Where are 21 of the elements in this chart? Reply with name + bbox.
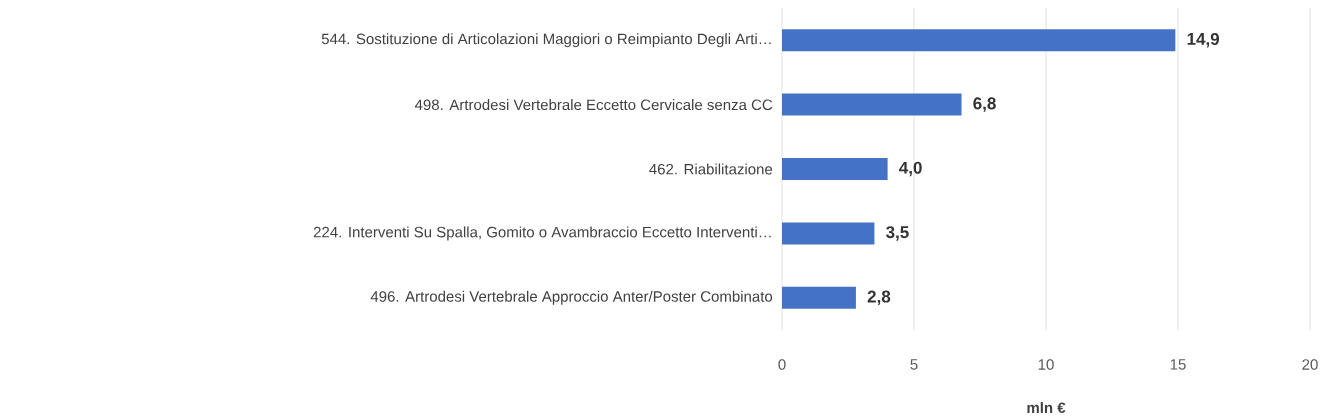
bar: [782, 93, 962, 116]
bar: [782, 222, 875, 245]
x-axis-title: mln €: [1027, 402, 1066, 414]
y-tick-label: 496. Artrodesi Vertebrale Approccio Anter/Poster Combinato: [370, 290, 773, 305]
x-tick-label: 5: [910, 359, 918, 370]
data-label: 2,8: [867, 290, 891, 306]
bar: [782, 286, 856, 309]
data-label: 6,8: [973, 97, 996, 112]
x-tick-label: 20: [1302, 359, 1318, 370]
data-label: 4,0: [899, 161, 922, 177]
x-tick-label: 10: [1038, 359, 1054, 370]
data-label: 3,5: [885, 226, 909, 241]
x-tick-label: 0: [778, 359, 786, 370]
bar: [782, 157, 888, 180]
x-tick-label: 15: [1170, 359, 1186, 370]
data-label: 14,9: [1187, 32, 1220, 48]
bar: [782, 29, 1176, 52]
y-tick-label: 462. Riabilitazione: [649, 163, 773, 175]
y-tick-label: 544. Sostituzione di Articolazioni Maggiori o Reimpianto Degli Arti…: [321, 33, 771, 48]
y-tick-label: 224. Interventi Su Spalla, Gomito o Avambraccio Eccetto Interventi…: [313, 226, 771, 241]
y-tick-label: 498. Artrodesi Vertebrale Eccetto Cervicale senza CC: [414, 99, 773, 111]
